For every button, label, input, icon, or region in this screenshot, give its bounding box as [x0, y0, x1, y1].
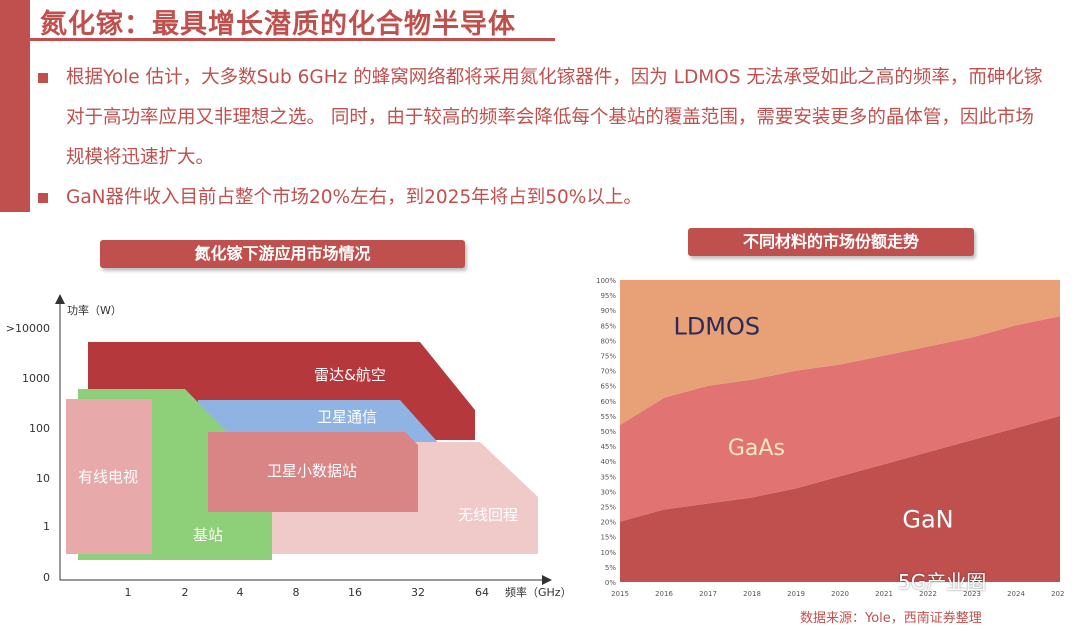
region-label: 有线电视: [78, 468, 138, 486]
y-tick-label: 15%: [600, 534, 616, 542]
region-label: 卫星小数据站: [267, 462, 357, 480]
bullet-square-icon: [38, 193, 48, 203]
x-tick-label: 16: [348, 586, 362, 599]
source-note: 数据来源：Yole，西南证券整理: [800, 611, 982, 626]
y-tick-label: 50%: [600, 428, 616, 436]
application-map-diagram: 功率（W） 频率（GHz） >10000 1000 100 10 1 0 1 2…: [6, 294, 572, 599]
y-tick-label: 45%: [600, 443, 616, 451]
y-tick-label: >10000: [6, 322, 50, 335]
y-tick-label: 5%: [605, 564, 616, 572]
y-tick-label: 20%: [600, 519, 616, 527]
market-share-area-chart: 0% 5% 10% 15% 20% 25% 30% 35% 40% 45% 50% 55% 60% 65%…: [596, 277, 1065, 598]
bullet-text: GaN器件收入目前占整个市场20%左右，到2025年将占到50%以上。: [66, 187, 642, 208]
y-tick-label: 60%: [600, 398, 616, 406]
left-accent-bar: [0, 0, 30, 212]
region-cable-tv: [66, 399, 152, 554]
x-tick-label: 2025: [1051, 590, 1065, 598]
y-tick-label: 40%: [600, 458, 616, 466]
region-label: 无线回程: [458, 506, 518, 524]
x-tick-label: 2: [182, 586, 189, 599]
x-axis-title: 频率（GHz）: [505, 585, 572, 599]
y-tick-label: 0: [43, 571, 50, 584]
bullet-list: 根据Yole 估计，大多数Sub 6GHz 的蜂窝网络都将采用氮化镓器件，因为 …: [38, 58, 1048, 218]
area-series-ldmos: [620, 280, 1060, 425]
bullet-item: 根据Yole 估计，大多数Sub 6GHz 的蜂窝网络都将采用氮化镓器件，因为 …: [38, 58, 1048, 178]
y-tick-label: 65%: [600, 383, 616, 391]
y-tick-label: 80%: [600, 337, 616, 345]
x-tick-label: 2018: [743, 590, 761, 598]
y-tick-label: 55%: [600, 413, 616, 421]
region-label: 雷达&航空: [314, 366, 386, 384]
y-tick-label: 95%: [600, 292, 616, 300]
region-label: 基站: [193, 526, 223, 544]
x-tick-label: 2016: [655, 590, 673, 598]
region-vsat: [208, 432, 418, 512]
x-tick-label: 8: [293, 586, 300, 599]
x-tick-label: 1: [125, 586, 132, 599]
y-tick-label: 25%: [600, 504, 616, 512]
y-tick-label: 0%: [605, 579, 616, 587]
y-tick-label: 85%: [600, 322, 616, 330]
y-tick-label: 70%: [600, 368, 616, 376]
x-tick-label: 2023: [963, 590, 981, 598]
y-tick-label: 30%: [600, 488, 616, 496]
x-tick-label: 2020: [831, 590, 849, 598]
x-tick-label: 2017: [699, 590, 717, 598]
bullet-square-icon: [38, 73, 48, 83]
y-tick-label: 10: [36, 472, 50, 485]
series-label: LDMOS: [673, 312, 760, 340]
region-label: 卫星通信: [317, 408, 377, 426]
y-tick-label: 100: [29, 422, 50, 435]
series-label: GaAs: [728, 436, 785, 461]
x-axis-arrow-icon: [542, 575, 552, 585]
right-chart-header: 不同材料的市场份额走势: [688, 228, 974, 256]
y-axis-title: 功率（W）: [67, 303, 122, 317]
y-tick-label: 10%: [600, 549, 616, 557]
y-axis-arrow-icon: [55, 294, 65, 304]
x-tick-label: 2015: [611, 590, 629, 598]
y-tick-label: 90%: [600, 307, 616, 315]
watermark-text: 5G产业圈: [898, 570, 987, 594]
x-tick-label: 4: [237, 586, 244, 599]
x-tick-label: 64: [475, 586, 489, 599]
y-tick-label: 35%: [600, 473, 616, 481]
y-tick-label: 100%: [596, 277, 616, 285]
title-underline: [30, 38, 555, 41]
series-label: GaN: [902, 506, 953, 534]
x-tick-label: 2024: [1007, 590, 1025, 598]
x-tick-label: 2022: [919, 590, 937, 598]
x-tick-label: 2019: [787, 590, 805, 598]
area-series-gaas: [620, 316, 1060, 522]
area-series-gan: [620, 415, 1060, 582]
bullet-item: GaN器件收入目前占整个市场20%左右，到2025年将占到50%以上。: [38, 178, 1048, 218]
bullet-text: 根据Yole 估计，大多数Sub 6GHz 的蜂窝网络都将采用氮化镓器件，因为 …: [66, 67, 1043, 168]
x-tick-label: 32: [411, 586, 425, 599]
y-tick-label: 1000: [22, 372, 50, 385]
x-tick-label: 2021: [875, 590, 893, 598]
page-title: 氮化镓：最具增长潜质的化合物半导体: [40, 9, 516, 40]
y-tick-label: 1: [43, 520, 50, 533]
left-chart-header: 氮化镓下游应用市场情况: [100, 240, 465, 268]
y-tick-label: 75%: [600, 353, 616, 361]
